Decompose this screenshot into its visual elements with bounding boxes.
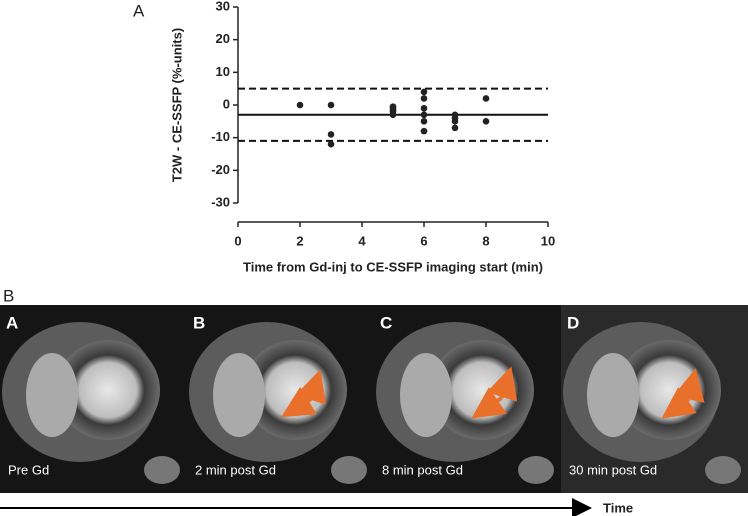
time-label: Time bbox=[603, 500, 633, 515]
vessel bbox=[518, 456, 554, 484]
orange-arrow bbox=[486, 366, 518, 402]
panel-label: A bbox=[133, 1, 145, 20]
x-tick-label: 6 bbox=[420, 233, 427, 248]
x-tick-label: 10 bbox=[541, 233, 555, 248]
heart bbox=[56, 340, 160, 440]
panel-label: B bbox=[3, 286, 14, 305]
orange-arrow bbox=[295, 369, 326, 405]
mri-panel: D 30 min post Gd bbox=[561, 305, 748, 493]
x-tick-label: 0 bbox=[234, 233, 241, 248]
image-caption: Pre Gd bbox=[8, 462, 49, 477]
orange-arrow bbox=[673, 368, 705, 403]
point bbox=[420, 104, 428, 112]
x-tick-label: 8 bbox=[482, 233, 489, 248]
point bbox=[327, 101, 335, 109]
point bbox=[482, 95, 490, 102]
point bbox=[420, 111, 428, 119]
point bbox=[482, 118, 490, 125]
point bbox=[420, 88, 428, 96]
image-letter: C bbox=[380, 313, 392, 332]
ventricle bbox=[587, 353, 639, 437]
y-tick-label: -30 bbox=[211, 194, 230, 209]
ventricle bbox=[213, 353, 265, 437]
y-tick-label: -20 bbox=[211, 162, 230, 177]
mri-panel: A Pre Gd bbox=[0, 305, 187, 493]
y-tick-label: 20 bbox=[216, 31, 230, 46]
point bbox=[420, 118, 428, 125]
y-axis-label: T2W - CE-SSFP (%-units) bbox=[169, 28, 184, 182]
y-tick-label: 10 bbox=[216, 64, 230, 79]
x-tick-label: 2 bbox=[296, 233, 303, 248]
ventricle bbox=[26, 353, 78, 437]
image-letter: D bbox=[567, 313, 579, 332]
point bbox=[327, 140, 335, 148]
point bbox=[451, 124, 459, 132]
mri-panel: C 8 min post Gd bbox=[374, 305, 561, 493]
x-tick-label: 4 bbox=[358, 233, 366, 248]
point bbox=[389, 111, 397, 119]
image-caption: 30 min post Gd bbox=[569, 462, 657, 477]
point bbox=[420, 95, 428, 102]
image-caption: 8 min post Gd bbox=[382, 462, 463, 477]
point bbox=[327, 131, 335, 138]
y-tick-label: 0 bbox=[223, 96, 230, 111]
mri-panel: B 2 min post Gd bbox=[187, 305, 374, 493]
ventricle bbox=[400, 353, 452, 437]
point bbox=[451, 118, 459, 125]
vessel bbox=[705, 456, 741, 484]
x-axis-label: Time from Gd-inj to CE-SSFP imaging star… bbox=[243, 259, 543, 274]
point bbox=[420, 127, 428, 135]
image-letter: A bbox=[6, 313, 18, 332]
y-tick-label: 30 bbox=[216, 0, 230, 13]
vessel bbox=[144, 456, 180, 484]
point bbox=[296, 101, 304, 109]
vessel bbox=[331, 456, 367, 484]
image-letter: B bbox=[193, 313, 205, 332]
y-tick-label: -10 bbox=[211, 129, 230, 144]
image-caption: 2 min post Gd bbox=[195, 462, 276, 477]
